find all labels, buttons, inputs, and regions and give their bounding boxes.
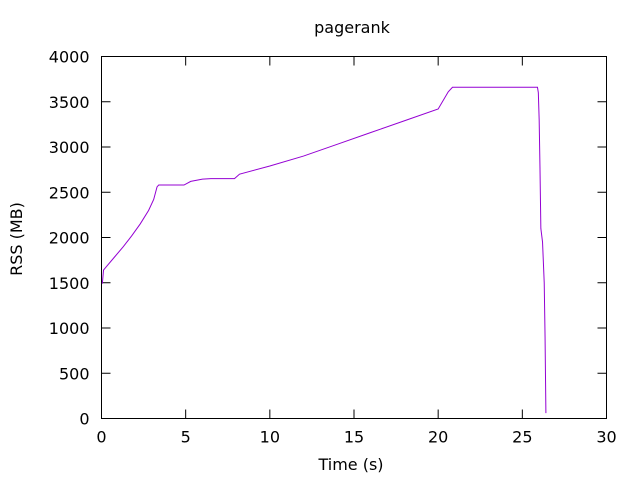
x-tick-label: 10: [260, 428, 280, 447]
y-tick-label: 2000: [49, 229, 90, 248]
x-tick-label: 25: [512, 428, 532, 447]
x-tick-label: 5: [181, 428, 191, 447]
y-tick-label: 1500: [49, 274, 90, 293]
y-tick-label: 0: [79, 410, 89, 429]
y-tick-label: 2500: [49, 183, 90, 202]
series-line: [101, 86, 547, 414]
plot-frame: [101, 56, 607, 419]
x-tick-label: 0: [96, 428, 106, 447]
x-axis-title: Time (s): [317, 455, 383, 474]
y-tick-label: 3500: [49, 93, 90, 112]
y-tick-label: 3000: [49, 138, 90, 157]
y-tick-label: 4000: [49, 48, 90, 67]
y-tick-label: 500: [59, 364, 90, 383]
y-tick-label: 1000: [49, 319, 90, 338]
axis-ticks: 0 5 10 15 20 25 30 0 500 1000 1500 2000 2500 3000 3500…: [49, 48, 617, 447]
x-tick-label: 30: [596, 428, 616, 447]
y-axis-title: RSS (MB): [7, 202, 26, 276]
series-group: [101, 86, 547, 414]
x-tick-label: 15: [344, 428, 364, 447]
chart-title: pagerank: [314, 18, 390, 37]
x-tick-label: 20: [428, 428, 448, 447]
